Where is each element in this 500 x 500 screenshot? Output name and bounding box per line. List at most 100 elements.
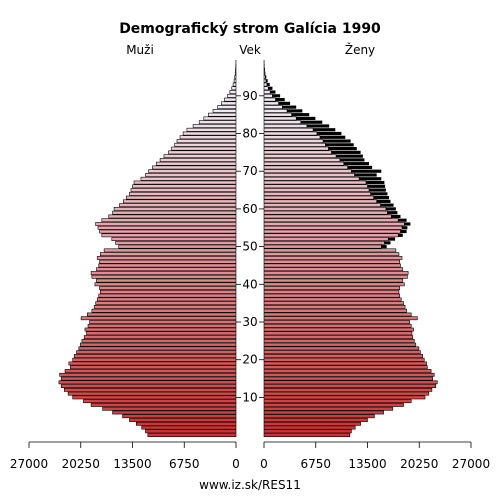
x-axis-left-tick-label: 27000 bbox=[10, 457, 48, 471]
female-bar-age-16 bbox=[263, 372, 435, 377]
female-bar-age-8 bbox=[263, 403, 404, 407]
female-bar-age-73 bbox=[263, 158, 341, 162]
female-excess-age-68 bbox=[359, 177, 382, 181]
female-excess-age-90 bbox=[272, 94, 281, 98]
male-bar-age-19 bbox=[68, 361, 237, 366]
male-bar-age-70 bbox=[148, 169, 237, 174]
male-bar-age-77 bbox=[174, 142, 237, 147]
female-bar-age-76 bbox=[263, 146, 329, 151]
male-bar-age-37 bbox=[98, 293, 237, 298]
age-tick-label: 80 bbox=[242, 127, 257, 141]
male-bar-age-95 bbox=[234, 75, 237, 79]
female-bar-age-95 bbox=[263, 75, 266, 79]
male-bar-age-30 bbox=[89, 320, 237, 324]
male-bar-age-50 bbox=[118, 244, 237, 249]
male-bar-age-84 bbox=[203, 116, 237, 121]
male-bar-age-40 bbox=[94, 282, 237, 287]
female-bar-age-1 bbox=[263, 429, 352, 434]
x-axis-left: 27000 20250 13500 6750 0 bbox=[10, 441, 240, 471]
female-bar-age-19 bbox=[263, 361, 427, 366]
female-bar-age-24 bbox=[263, 342, 417, 347]
male-bar-age-85 bbox=[208, 112, 237, 117]
female-bar-age-83 bbox=[263, 120, 302, 125]
female-bar-age-47 bbox=[263, 256, 403, 260]
female-bar-age-54 bbox=[263, 229, 401, 234]
male-bar-age-6 bbox=[112, 410, 237, 415]
female-bar-age-86 bbox=[263, 109, 288, 113]
female-bar-age-78 bbox=[263, 139, 324, 143]
female-bar-age-81 bbox=[263, 127, 314, 132]
male-bar-age-49 bbox=[103, 248, 237, 253]
female-bar-age-82 bbox=[263, 124, 308, 128]
female-bar-age-30 bbox=[263, 320, 410, 324]
female-bar-age-4 bbox=[263, 418, 368, 422]
left-series-label: Muži bbox=[126, 43, 154, 57]
male-bar-age-63 bbox=[126, 195, 237, 200]
x-axis-right-tick-label: 27000 bbox=[452, 457, 490, 471]
female-excess-age-69 bbox=[354, 173, 377, 177]
female-bar-age-53 bbox=[263, 233, 399, 238]
x-axis-left-tick-label: 20250 bbox=[62, 457, 100, 471]
female-bar-age-17 bbox=[263, 369, 432, 373]
male-bar-age-51 bbox=[115, 240, 237, 245]
male-bar-age-52 bbox=[111, 237, 237, 241]
female-bar-age-59 bbox=[263, 210, 388, 215]
female-excess-age-70 bbox=[351, 169, 382, 173]
male-bar-age-13 bbox=[60, 384, 237, 388]
female-bar-age-56 bbox=[263, 222, 405, 226]
female-bar-age-3 bbox=[263, 421, 361, 426]
male-bar-age-47 bbox=[96, 256, 237, 260]
female-excess-age-63 bbox=[373, 196, 389, 200]
female-bar-age-42 bbox=[263, 274, 408, 279]
female-bar-age-96 bbox=[263, 71, 266, 76]
female-bar-age-72 bbox=[263, 161, 345, 166]
male-bar-age-20 bbox=[72, 357, 237, 362]
female-bar-age-5 bbox=[263, 414, 375, 419]
x-axis-left-tick-label: 0 bbox=[232, 457, 240, 471]
female-excess-age-76 bbox=[328, 147, 357, 151]
male-bar-age-17 bbox=[64, 369, 237, 373]
age-tick-label: 40 bbox=[242, 277, 257, 291]
female-bar-age-35 bbox=[263, 301, 404, 306]
female-bar-age-52 bbox=[263, 237, 389, 241]
female-bar-age-34 bbox=[263, 305, 406, 309]
male-bar-age-87 bbox=[217, 105, 237, 110]
male-bar-age-24 bbox=[80, 342, 237, 347]
x-axis-right-tick-label: 13500 bbox=[348, 457, 386, 471]
male-bar-age-66 bbox=[132, 184, 237, 189]
male-bar-age-65 bbox=[130, 188, 237, 192]
female-bar-age-89 bbox=[263, 97, 276, 102]
x-axis-left-tick-label: 13500 bbox=[113, 457, 151, 471]
female-excess-age-71 bbox=[347, 165, 373, 170]
female-excess-age-93 bbox=[266, 82, 270, 87]
female-bar-age-22 bbox=[263, 350, 421, 355]
female-excess-age-92 bbox=[268, 86, 273, 90]
male-bar-age-32 bbox=[86, 312, 237, 317]
x-axis-right-tick-label: 20250 bbox=[400, 457, 438, 471]
female-excess-age-87 bbox=[282, 105, 297, 109]
female-bar-age-14 bbox=[263, 380, 438, 385]
female-excess-age-51 bbox=[384, 241, 391, 245]
male-bar-age-69 bbox=[145, 173, 237, 177]
male-bar-age-35 bbox=[95, 301, 237, 306]
female-bar-age-71 bbox=[263, 165, 348, 170]
female-bar-age-31 bbox=[263, 316, 418, 321]
female-bar-age-13 bbox=[263, 384, 437, 388]
female-bar-age-77 bbox=[263, 142, 326, 147]
female-bar-age-36 bbox=[263, 297, 402, 302]
female-bar-age-88 bbox=[263, 101, 279, 106]
female-excess-age-88 bbox=[278, 101, 291, 105]
male-bar-age-76 bbox=[171, 146, 237, 151]
male-bar-age-5 bbox=[122, 414, 237, 419]
female-bar-age-93 bbox=[263, 82, 268, 87]
female-excess-age-66 bbox=[367, 184, 386, 188]
female-bar-age-85 bbox=[263, 112, 292, 117]
age-tick-label: 60 bbox=[242, 202, 257, 216]
female-excess-age-62 bbox=[376, 199, 391, 203]
male-bar-age-26 bbox=[83, 335, 237, 339]
female-excess-age-61 bbox=[380, 203, 394, 207]
male-bar-age-43 bbox=[90, 271, 237, 275]
female-bar-age-65 bbox=[263, 188, 370, 192]
male-bar-age-71 bbox=[152, 165, 237, 170]
male-bar-age-57 bbox=[101, 218, 237, 223]
